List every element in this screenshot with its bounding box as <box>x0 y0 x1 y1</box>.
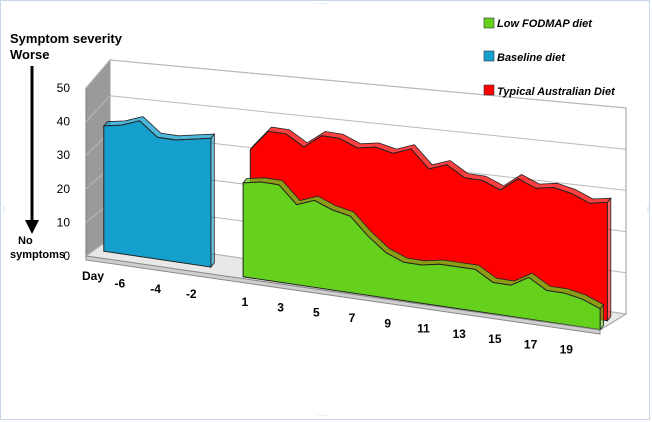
x-tick-label: -4 <box>150 282 161 296</box>
chart-floor-front-edge <box>85 255 601 335</box>
x-tick-label: 1 <box>242 295 249 309</box>
y-tick-label: 10 <box>57 215 71 229</box>
x-tick-label: -2 <box>186 287 197 301</box>
x-tick-label: 15 <box>488 332 502 346</box>
resize-grip-top-icon[interactable]: ···· <box>317 1 329 7</box>
y-tick-label: 40 <box>57 115 71 129</box>
series-end-cap <box>599 303 604 331</box>
gridline <box>109 95 627 150</box>
y-axis-bottom-label-line-1: No <box>18 235 33 247</box>
x-tick-label: 19 <box>560 343 574 357</box>
legend-swatch-low-fodmap <box>483 17 495 29</box>
resize-grip-bottom-icon[interactable]: ···· <box>317 413 329 419</box>
series-baseline <box>102 116 216 269</box>
y-axis-label-line-2: Worse <box>10 47 50 62</box>
y-axis-label-line-1: Symptom severity <box>10 31 123 46</box>
legend: Low FODMAP diet Baseline diet Typical Au… <box>483 17 616 98</box>
gridline-side <box>85 59 111 89</box>
severity-arrow-head-icon <box>25 220 39 234</box>
series-end-cap <box>607 197 612 322</box>
series-end-cap <box>210 132 215 269</box>
series-area <box>103 120 212 268</box>
y-axis-bottom-label-line-2: symptoms <box>10 249 65 261</box>
x-tick-label: 13 <box>452 327 466 341</box>
x-tick-label: 11 <box>417 322 430 336</box>
gridline <box>109 59 627 109</box>
x-tick-label: 5 <box>313 306 320 320</box>
legend-swatch-typical <box>483 84 495 96</box>
series-low_fodmap <box>242 177 605 331</box>
resize-grip-left-icon[interactable]: ⋮ <box>1 207 8 213</box>
x-tick-label: 9 <box>384 316 391 330</box>
y-tick-label: 30 <box>57 148 71 162</box>
x-axis-ticks: -6 -4 -21 3 5 7 9 11 13 15 17 19 <box>115 277 574 357</box>
x-tick-label: 3 <box>277 300 284 314</box>
x-tick-label: 17 <box>524 337 538 351</box>
gridline-side <box>85 95 111 122</box>
legend-label-low-fodmap: Low FODMAP diet <box>497 18 593 30</box>
y-tick-label: 20 <box>57 182 71 196</box>
legend-label-baseline: Baseline diet <box>497 52 566 64</box>
legend-label-typical: Typical Australian Diet <box>497 86 616 98</box>
y-tick-label: 50 <box>57 81 71 95</box>
y-axis-ticks: 0 10 20 30 40 50 <box>57 81 71 263</box>
y-tick-label: 0 <box>63 249 70 263</box>
resize-grip-right-icon[interactable]: ⋮ <box>645 207 652 213</box>
legend-swatch-baseline <box>483 50 495 62</box>
x-axis-label: Day <box>82 269 104 283</box>
series-area <box>242 181 601 331</box>
x-tick-label: -6 <box>115 277 126 291</box>
series-areas <box>102 116 612 331</box>
x-tick-label: 7 <box>349 311 356 325</box>
